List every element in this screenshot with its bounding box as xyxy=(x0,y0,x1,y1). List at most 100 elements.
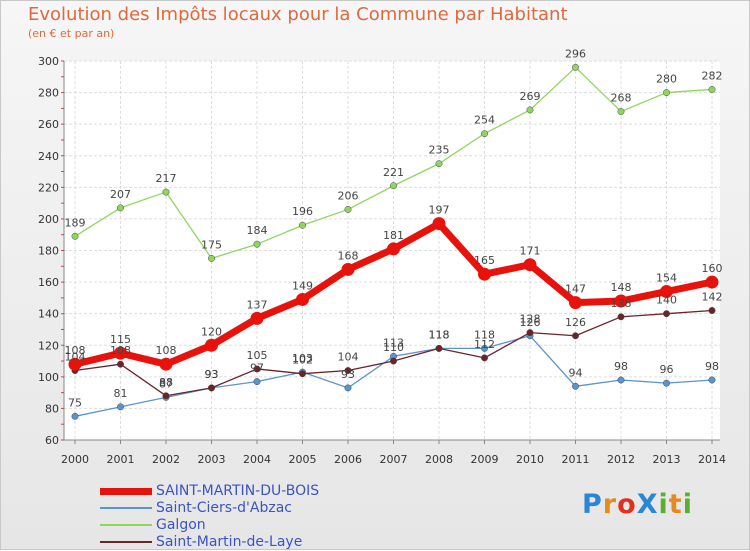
data-label: 88 xyxy=(159,376,173,389)
legend-swatch xyxy=(100,524,152,526)
proxiti-logo: ProXiti xyxy=(582,489,693,520)
x-tick-label: 2008 xyxy=(425,453,453,466)
y-tick-label: 200 xyxy=(38,213,59,226)
data-point xyxy=(299,370,306,378)
data-point xyxy=(572,63,579,71)
data-point xyxy=(117,204,124,212)
data-point xyxy=(663,89,670,97)
data-label: 98 xyxy=(705,360,719,373)
y-tick-label: 220 xyxy=(38,181,59,194)
data-label: 98 xyxy=(614,360,628,373)
y-tick-label: 240 xyxy=(38,150,59,163)
y-tick-label: 140 xyxy=(38,308,59,321)
data-point xyxy=(708,376,716,384)
data-label: 147 xyxy=(565,283,586,296)
data-point xyxy=(159,357,173,371)
data-label: 189 xyxy=(65,216,86,229)
data-point xyxy=(435,344,443,352)
data-label: 282 xyxy=(702,69,723,82)
data-label: 126 xyxy=(520,316,541,329)
data-point xyxy=(617,376,625,384)
y-tick-label: 60 xyxy=(45,434,59,447)
data-point xyxy=(614,294,628,308)
data-label: 207 xyxy=(110,188,131,201)
data-point xyxy=(572,382,579,390)
data-point xyxy=(117,403,124,411)
x-tick-label: 2006 xyxy=(334,453,362,466)
x-tick-label: 2013 xyxy=(653,453,681,466)
chart-subtitle: (en € et par an) xyxy=(28,27,115,40)
data-label: 126 xyxy=(565,316,586,329)
data-point xyxy=(523,258,537,272)
data-point xyxy=(708,307,716,314)
data-label: 75 xyxy=(68,396,82,409)
y-tick-label: 160 xyxy=(38,276,59,289)
y-tick-label: 80 xyxy=(45,402,59,415)
data-point xyxy=(387,242,400,256)
data-point xyxy=(663,310,670,318)
x-tick-label: 2001 xyxy=(107,453,135,466)
logo-letter: i xyxy=(658,489,669,520)
data-label: 113 xyxy=(383,336,404,349)
data-label: 149 xyxy=(292,279,313,292)
data-point xyxy=(71,232,79,240)
data-label: 108 xyxy=(156,344,177,357)
data-point xyxy=(68,357,82,371)
data-point xyxy=(617,108,625,115)
legend-label: Saint-Martin-de-Laye xyxy=(156,534,303,550)
data-point xyxy=(435,160,443,168)
data-label: 148 xyxy=(611,281,632,294)
data-label: 138 xyxy=(611,297,632,310)
data-label: 184 xyxy=(247,224,268,237)
data-label: 81 xyxy=(114,387,128,400)
data-point xyxy=(526,329,534,337)
y-tick-label: 280 xyxy=(38,87,59,100)
data-point xyxy=(344,367,352,374)
data-point xyxy=(344,384,352,392)
data-label: 103 xyxy=(292,352,313,365)
data-point xyxy=(526,106,534,114)
data-label: 217 xyxy=(156,172,177,185)
data-label: 108 xyxy=(65,344,86,357)
y-tick-label: 180 xyxy=(38,245,59,258)
data-label: 112 xyxy=(474,338,495,351)
data-point xyxy=(708,85,716,93)
y-tick-label: 300 xyxy=(38,55,59,68)
data-point xyxy=(572,332,579,340)
data-point xyxy=(299,221,306,229)
x-tick-label: 2004 xyxy=(243,453,271,466)
data-label: 118 xyxy=(474,328,495,341)
data-label: 235 xyxy=(429,144,450,157)
logo-letter: X xyxy=(636,489,659,520)
chart-title: Evolution des Impôts locaux pour la Comm… xyxy=(28,4,568,25)
data-point xyxy=(478,267,491,281)
data-point xyxy=(481,344,488,352)
data-point xyxy=(341,262,355,276)
data-label: 87 xyxy=(159,377,173,390)
data-point xyxy=(481,130,488,138)
data-point xyxy=(296,292,309,306)
data-point xyxy=(569,296,582,310)
data-label: 171 xyxy=(520,245,541,258)
data-point xyxy=(390,357,397,365)
data-label: 108 xyxy=(110,344,131,357)
logo-letter: o xyxy=(617,489,637,520)
x-tick-label: 2003 xyxy=(198,453,226,466)
y-tick-label: 100 xyxy=(38,371,59,384)
data-label: 142 xyxy=(702,291,723,304)
data-label: 254 xyxy=(474,114,495,127)
logo-letter: P xyxy=(582,489,603,520)
data-point xyxy=(617,313,625,321)
data-label: 154 xyxy=(656,272,677,285)
x-tick-label: 2014 xyxy=(698,453,726,466)
data-point xyxy=(344,205,352,213)
data-label: 175 xyxy=(201,238,222,251)
data-label: 118 xyxy=(429,328,450,341)
data-point xyxy=(117,360,124,368)
x-tick-label: 2009 xyxy=(471,453,499,466)
x-tick-label: 2005 xyxy=(289,453,317,466)
data-label: 104 xyxy=(338,351,359,364)
data-point xyxy=(660,285,673,299)
data-label: 196 xyxy=(292,205,313,218)
data-label: 137 xyxy=(247,298,268,311)
